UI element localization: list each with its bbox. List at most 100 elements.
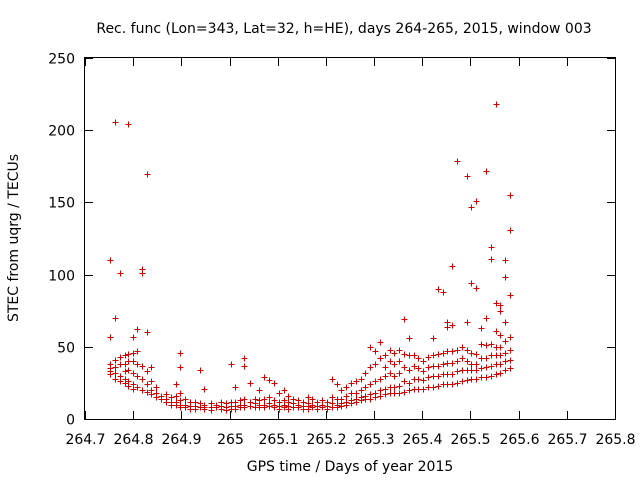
data-point bbox=[228, 361, 235, 368]
data-point bbox=[502, 319, 509, 326]
data-point bbox=[353, 378, 360, 385]
y-tick-label: 250 bbox=[48, 52, 75, 68]
data-point bbox=[271, 380, 278, 387]
x-tick-label: 265.5 bbox=[450, 432, 490, 448]
data-point bbox=[454, 347, 461, 354]
data-point bbox=[201, 386, 208, 393]
data-point bbox=[507, 365, 514, 372]
data-point bbox=[358, 397, 365, 404]
data-point bbox=[497, 352, 504, 359]
data-point bbox=[430, 335, 437, 342]
data-point bbox=[493, 328, 500, 335]
data-point bbox=[382, 352, 389, 359]
data-point bbox=[396, 383, 403, 390]
data-point bbox=[241, 404, 248, 411]
data-point bbox=[435, 363, 442, 370]
data-point bbox=[411, 363, 418, 370]
data-point bbox=[459, 355, 466, 362]
data-point bbox=[343, 393, 350, 400]
data-point bbox=[153, 384, 160, 391]
data-point bbox=[483, 168, 490, 175]
data-point bbox=[241, 363, 248, 370]
data-point bbox=[459, 344, 466, 351]
data-point bbox=[247, 403, 254, 410]
data-point bbox=[309, 404, 316, 411]
data-point bbox=[144, 171, 151, 178]
data-point bbox=[139, 270, 146, 277]
data-point bbox=[367, 364, 374, 371]
x-tick-label: 265.4 bbox=[402, 432, 442, 448]
data-point bbox=[125, 383, 132, 390]
x-tick-label: 264.7 bbox=[65, 432, 105, 448]
x-tick-label: 265.1 bbox=[258, 432, 298, 448]
y-tick-label: 200 bbox=[48, 124, 75, 140]
data-point bbox=[377, 355, 384, 362]
data-point bbox=[415, 376, 422, 383]
data-point bbox=[430, 384, 437, 391]
data-point bbox=[192, 406, 199, 413]
data-point bbox=[473, 285, 480, 292]
data-point bbox=[182, 404, 189, 411]
data-point bbox=[478, 325, 485, 332]
data-point bbox=[271, 404, 278, 411]
data-point bbox=[425, 374, 432, 381]
data-point bbox=[483, 342, 490, 349]
data-point bbox=[449, 263, 456, 270]
data-point bbox=[387, 358, 394, 365]
data-point bbox=[473, 361, 480, 368]
data-point bbox=[112, 376, 119, 383]
data-point bbox=[391, 384, 398, 391]
x-tick-label: 265 bbox=[217, 432, 244, 448]
data-point bbox=[401, 378, 408, 385]
data-point bbox=[507, 292, 514, 299]
data-point bbox=[488, 244, 495, 251]
data-point bbox=[401, 364, 408, 371]
data-point bbox=[488, 341, 495, 348]
data-point bbox=[406, 335, 413, 342]
data-point bbox=[497, 344, 504, 351]
data-point bbox=[449, 371, 456, 378]
data-point bbox=[377, 387, 384, 394]
data-point bbox=[201, 406, 208, 413]
x-axis-tick-labels: 264.7 264.8 264.9 265 265.1 265.2 265.3 265.4 26… bbox=[65, 432, 635, 448]
y-tick-label: 150 bbox=[48, 196, 75, 212]
data-point bbox=[502, 358, 509, 365]
data-point bbox=[353, 399, 360, 406]
data-point bbox=[483, 355, 490, 362]
data-point bbox=[218, 406, 225, 413]
data-point bbox=[266, 403, 273, 410]
data-point bbox=[497, 370, 504, 377]
data-point bbox=[125, 367, 132, 374]
data-point bbox=[139, 363, 146, 370]
data-point bbox=[449, 360, 456, 367]
data-point bbox=[396, 347, 403, 354]
data-point bbox=[107, 257, 114, 264]
data-point bbox=[396, 358, 403, 365]
data-point bbox=[177, 390, 184, 397]
data-point bbox=[382, 364, 389, 371]
data-point bbox=[420, 358, 427, 365]
data-point bbox=[112, 119, 119, 126]
data-point bbox=[134, 373, 141, 380]
data-point bbox=[396, 370, 403, 377]
data-point bbox=[478, 365, 485, 372]
data-point bbox=[483, 315, 490, 322]
y-tick-label: 0 bbox=[66, 413, 75, 429]
data-point bbox=[464, 173, 471, 180]
data-point bbox=[420, 386, 427, 393]
data-point bbox=[348, 380, 355, 387]
data-point bbox=[473, 351, 480, 358]
x-tick-label: 265.8 bbox=[595, 432, 635, 448]
x-tick-label: 265.2 bbox=[306, 432, 346, 448]
data-point bbox=[401, 389, 408, 396]
data-point bbox=[401, 351, 408, 358]
data-point bbox=[134, 384, 141, 391]
data-point bbox=[425, 364, 432, 371]
data-point bbox=[285, 393, 292, 400]
axis-ticks bbox=[85, 58, 616, 420]
data-point bbox=[430, 352, 437, 359]
data-point bbox=[372, 378, 379, 385]
data-point bbox=[112, 364, 119, 371]
data-point bbox=[435, 286, 442, 293]
x-tick-label: 264.8 bbox=[113, 432, 153, 448]
